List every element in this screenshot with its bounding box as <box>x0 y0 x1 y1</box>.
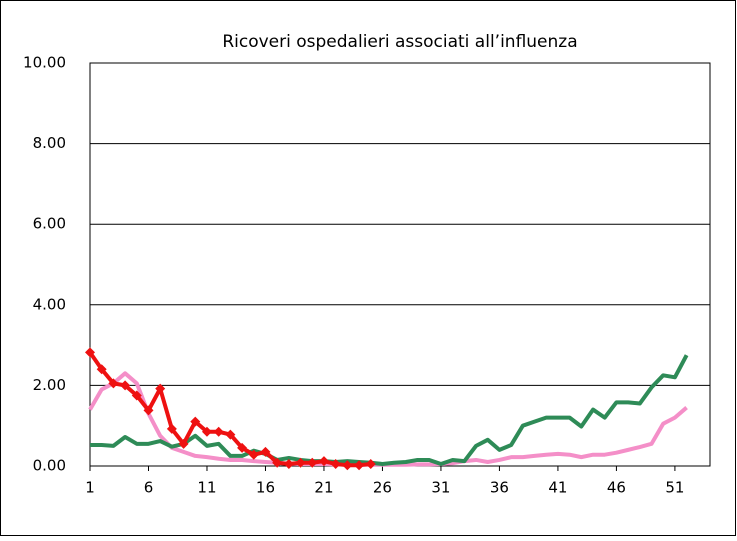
x-tick-label: 6 <box>144 479 154 497</box>
line-series <box>90 354 689 466</box>
marker <box>354 460 365 471</box>
marker <box>120 380 131 391</box>
x-tick-label: 41 <box>548 479 567 497</box>
x-tick-label: 11 <box>197 479 216 497</box>
x-tick-label: 46 <box>607 479 626 497</box>
marker <box>96 364 107 375</box>
marker <box>108 378 119 389</box>
marker <box>318 456 329 467</box>
y-tick-label: 8.00 <box>33 134 66 152</box>
chart-title: Ricoveri ospedalieri associati all’influ… <box>222 32 577 52</box>
marker <box>131 390 142 401</box>
y-tick-label: 10.00 <box>23 54 66 72</box>
marker <box>166 423 177 434</box>
marker <box>178 438 189 449</box>
marker <box>342 460 353 471</box>
marker <box>365 458 376 469</box>
y-tick-label: 6.00 <box>33 215 66 233</box>
marker <box>283 458 294 469</box>
y-tick-label: 0.00 <box>33 457 66 475</box>
marker <box>330 458 341 469</box>
marker <box>213 426 224 437</box>
y-tick-label: 4.00 <box>33 295 66 313</box>
marker <box>85 347 95 358</box>
y-tick-label: 2.00 <box>33 376 66 394</box>
x-tick-label: 51 <box>665 479 684 497</box>
marker <box>272 457 283 468</box>
marker <box>295 457 306 468</box>
marker <box>143 405 154 416</box>
marker <box>237 442 248 453</box>
marker <box>307 457 318 468</box>
marker <box>190 416 201 427</box>
marker <box>201 426 212 437</box>
x-tick-label: 16 <box>256 479 275 497</box>
marker <box>155 383 166 394</box>
marker <box>260 446 271 457</box>
x-tick-label: 31 <box>431 479 450 497</box>
x-tick-label: 1 <box>85 479 95 497</box>
x-tick-label: 26 <box>373 479 392 497</box>
x-tick-label: 36 <box>490 479 509 497</box>
marker <box>225 429 236 440</box>
x-tick-label: 21 <box>314 479 333 497</box>
marker <box>248 449 259 460</box>
